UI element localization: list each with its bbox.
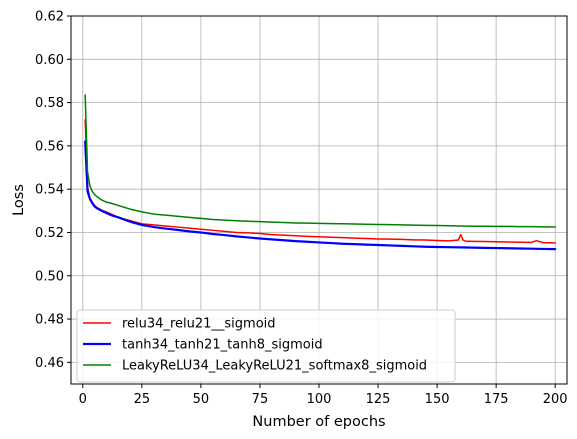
y-tick-label: 0.46 — [35, 356, 64, 371]
y-axis-ticks: 0.46 0.48 0.50 0.52 0.54 0.56 0.58 0.60 0.62 — [35, 10, 71, 371]
legend-box — [76, 309, 456, 383]
y-axis-label: Loss — [11, 184, 27, 216]
y-tick-label: 0.52 — [35, 226, 64, 241]
legend: relu34_relu21__sigmoid tanh34_tanh21_tanh… — [76, 309, 456, 383]
x-axis-label: Number of epochs — [252, 414, 385, 430]
series-line-2 — [84, 140, 557, 251]
series-line-3 — [84, 94, 556, 228]
x-tick-label: 125 — [366, 392, 391, 407]
y-tick-label: 0.60 — [35, 53, 64, 68]
x-tick-label: 0 — [79, 392, 87, 407]
x-tick-label: 175 — [484, 392, 509, 407]
x-tick-label: 50 — [193, 392, 210, 407]
y-tick-label: 0.54 — [35, 183, 64, 198]
y-tick-label: 0.56 — [35, 139, 64, 154]
x-axis-ticks: 0 25 50 75 100 125 150 175 200 — [79, 384, 568, 407]
y-tick-label: 0.50 — [35, 269, 64, 284]
legend-items: relu34_relu21__sigmoid tanh34_tanh21_tanh… — [83, 317, 427, 374]
x-tick-label: 75 — [252, 392, 269, 407]
x-tick-label: 200 — [543, 392, 568, 407]
legend-label: relu34_relu21__sigmoid — [122, 317, 276, 332]
x-tick-label: 25 — [134, 392, 151, 407]
legend-label: tanh34_tanh21_tanh8_sigmoid — [122, 338, 323, 353]
y-tick-label: 0.48 — [35, 313, 64, 328]
series-lines — [84, 94, 557, 251]
x-tick-label: 100 — [307, 392, 332, 407]
y-tick-label: 0.58 — [35, 96, 64, 111]
y-tick-label: 0.62 — [35, 10, 64, 25]
x-tick-label: 150 — [425, 392, 450, 407]
legend-label: LeakyReLU34_LeakyReLU21_softmax8_sigmoid — [122, 359, 427, 374]
